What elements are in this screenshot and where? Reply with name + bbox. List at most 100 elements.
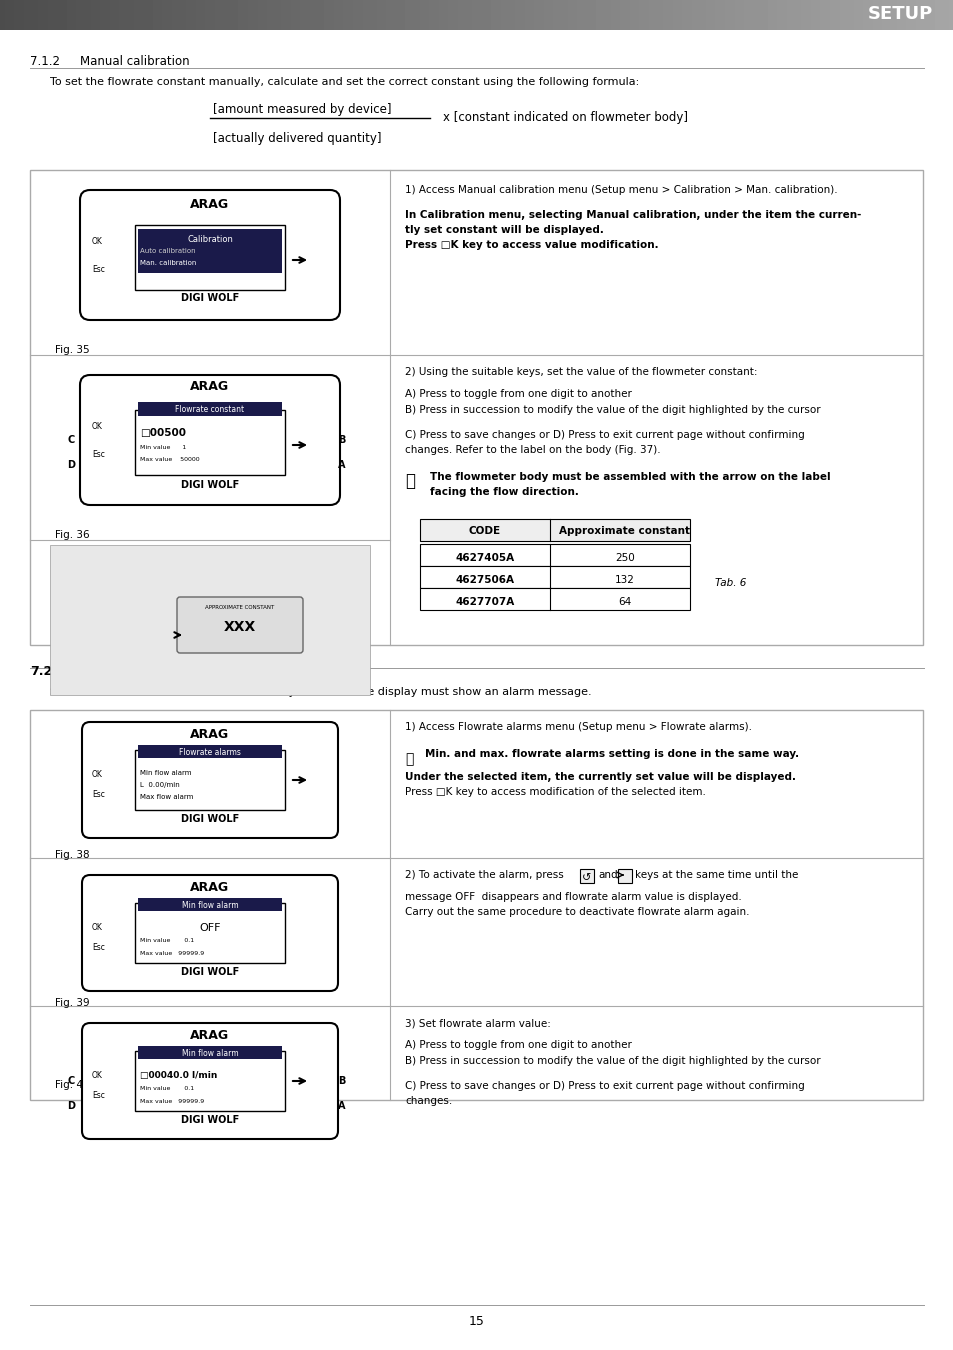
Text: XXX: XXX xyxy=(224,620,255,634)
Text: DIGI WOLF: DIGI WOLF xyxy=(181,293,239,302)
Bar xyxy=(138,745,282,757)
Text: DIGI WOLF: DIGI WOLF xyxy=(181,967,239,977)
Text: Fig. 40: Fig. 40 xyxy=(55,1080,90,1089)
Text: A: A xyxy=(337,460,345,470)
Bar xyxy=(579,869,594,883)
Bar xyxy=(50,545,370,695)
Text: □00500: □00500 xyxy=(140,428,186,437)
Text: OK: OK xyxy=(91,423,103,431)
Text: L  0.00/min: L 0.00/min xyxy=(140,782,179,788)
Text: D: D xyxy=(67,1102,75,1111)
Text: Set the minimum and maximum values beyond which the display must show an alarm m: Set the minimum and maximum values beyon… xyxy=(50,687,591,697)
FancyBboxPatch shape xyxy=(82,875,337,991)
Text: DIGI WOLF: DIGI WOLF xyxy=(181,814,239,824)
Text: Fig. 38: Fig. 38 xyxy=(55,850,90,860)
Text: D: D xyxy=(67,460,75,470)
Bar xyxy=(138,898,282,911)
Text: 15: 15 xyxy=(469,1315,484,1328)
Text: □00040.0 l/min: □00040.0 l/min xyxy=(140,1071,217,1080)
Text: Fig. 37: Fig. 37 xyxy=(55,625,90,634)
Text: B) Press in succession to modify the value of the digit highlighted by the curso: B) Press in succession to modify the val… xyxy=(405,405,820,414)
Text: 4627707A: 4627707A xyxy=(455,597,514,608)
Text: Min flow alarm: Min flow alarm xyxy=(181,900,238,910)
Bar xyxy=(135,903,285,963)
Text: B) Press in succession to modify the value of the digit highlighted by the curso: B) Press in succession to modify the val… xyxy=(405,1056,820,1066)
Bar xyxy=(419,544,689,566)
Text: message OFF  disappears and flowrate alarm value is displayed.: message OFF disappears and flowrate alar… xyxy=(405,892,741,902)
Text: Min flow alarm: Min flow alarm xyxy=(140,769,192,776)
Text: 250: 250 xyxy=(615,554,634,563)
Text: Flowrate constant: Flowrate constant xyxy=(175,405,244,414)
Text: In Calibration menu, selecting Manual calibration, under the item the curren-: In Calibration menu, selecting Manual ca… xyxy=(405,211,861,220)
Bar xyxy=(138,1046,282,1058)
Text: Max value    50000: Max value 50000 xyxy=(140,458,199,462)
Text: L  600: L 600 xyxy=(140,273,162,279)
Text: ↺: ↺ xyxy=(581,873,591,883)
Text: Fig. 36: Fig. 36 xyxy=(55,531,90,540)
Text: 7.1.2: 7.1.2 xyxy=(30,55,60,68)
Bar xyxy=(618,869,631,883)
Text: x [constant indicated on flowmeter body]: x [constant indicated on flowmeter body] xyxy=(442,111,687,123)
Text: changes. Refer to the label on the body (Fig. 37).: changes. Refer to the label on the body … xyxy=(405,446,659,455)
Text: C) Press to save changes or D) Press to exit current page without confirming: C) Press to save changes or D) Press to … xyxy=(405,1081,804,1091)
Text: OK: OK xyxy=(91,238,103,246)
Text: Carry out the same procedure to deactivate flowrate alarm again.: Carry out the same procedure to deactiva… xyxy=(405,907,749,917)
Text: OK: OK xyxy=(91,1071,103,1080)
Text: Flowrate alarms: Flowrate alarms xyxy=(80,666,193,678)
Text: Max value   99999.9: Max value 99999.9 xyxy=(140,1099,204,1104)
Text: Min value       0.1: Min value 0.1 xyxy=(140,938,193,944)
Text: ARAG: ARAG xyxy=(191,728,230,741)
Text: Esc: Esc xyxy=(91,790,105,799)
Bar xyxy=(30,170,923,645)
Text: C) Press to save changes or D) Press to exit current page without confirming: C) Press to save changes or D) Press to … xyxy=(405,431,804,440)
Text: OK: OK xyxy=(91,769,103,779)
Text: 4627506A: 4627506A xyxy=(455,575,514,585)
Text: Esc: Esc xyxy=(91,265,105,274)
Text: [amount measured by device]: [amount measured by device] xyxy=(213,103,391,116)
Text: APPROXIMATE CONSTANT: APPROXIMATE CONSTANT xyxy=(205,605,274,610)
Text: OFF: OFF xyxy=(199,923,220,933)
Text: DIGI WOLF: DIGI WOLF xyxy=(181,481,239,490)
Text: Flowrate alarms: Flowrate alarms xyxy=(179,748,241,757)
Text: 🖐: 🖐 xyxy=(405,752,413,765)
Text: 3) Set flowrate alarm value:: 3) Set flowrate alarm value: xyxy=(405,1018,550,1027)
Text: Under the selected item, the currently set value will be displayed.: Under the selected item, the currently s… xyxy=(405,772,795,782)
Text: Esc: Esc xyxy=(91,944,105,952)
Bar xyxy=(138,230,282,262)
Text: ARAG: ARAG xyxy=(191,882,230,894)
Bar xyxy=(135,225,285,290)
Text: Esc: Esc xyxy=(91,450,105,459)
Text: OK: OK xyxy=(91,923,103,932)
Text: CODE: CODE xyxy=(469,526,500,536)
Text: 2) To activate the alarm, press: 2) To activate the alarm, press xyxy=(405,869,563,880)
FancyBboxPatch shape xyxy=(80,190,339,320)
Bar xyxy=(138,261,282,273)
Text: and: and xyxy=(598,869,617,880)
Text: 🖐: 🖐 xyxy=(405,472,415,490)
Text: Calibration: Calibration xyxy=(187,235,233,244)
Text: 1) Access Flowrate alarms menu (Setup menu > Flowrate alarms).: 1) Access Flowrate alarms menu (Setup me… xyxy=(405,722,751,732)
Text: Approximate constant: Approximate constant xyxy=(558,526,690,536)
Text: facing the flow direction.: facing the flow direction. xyxy=(430,487,578,497)
Text: Min value       0.1: Min value 0.1 xyxy=(140,1085,193,1091)
Text: 1) Access Manual calibration menu (Setup menu > Calibration > Man. calibration).: 1) Access Manual calibration menu (Setup… xyxy=(405,185,837,194)
Text: Fig. 39: Fig. 39 xyxy=(55,998,90,1008)
Text: Esc: Esc xyxy=(91,1091,105,1100)
Text: ARAG: ARAG xyxy=(191,1029,230,1042)
Bar xyxy=(135,410,285,475)
Text: Tab. 6: Tab. 6 xyxy=(714,578,745,589)
Text: Min flow alarm: Min flow alarm xyxy=(181,1049,238,1058)
Bar xyxy=(135,1052,285,1111)
Bar xyxy=(419,566,689,589)
Text: 64: 64 xyxy=(618,597,631,608)
Bar xyxy=(419,589,689,610)
Text: C: C xyxy=(67,1076,74,1085)
Text: Manual calibration: Manual calibration xyxy=(80,55,190,68)
Text: Max value   99999.9: Max value 99999.9 xyxy=(140,950,204,956)
FancyBboxPatch shape xyxy=(82,722,337,838)
Text: keys at the same time until the: keys at the same time until the xyxy=(635,869,798,880)
Text: 4627405A: 4627405A xyxy=(455,554,514,563)
Text: B: B xyxy=(337,1076,345,1085)
Text: 7.2: 7.2 xyxy=(30,666,52,678)
Text: Fig. 35: Fig. 35 xyxy=(55,346,90,355)
